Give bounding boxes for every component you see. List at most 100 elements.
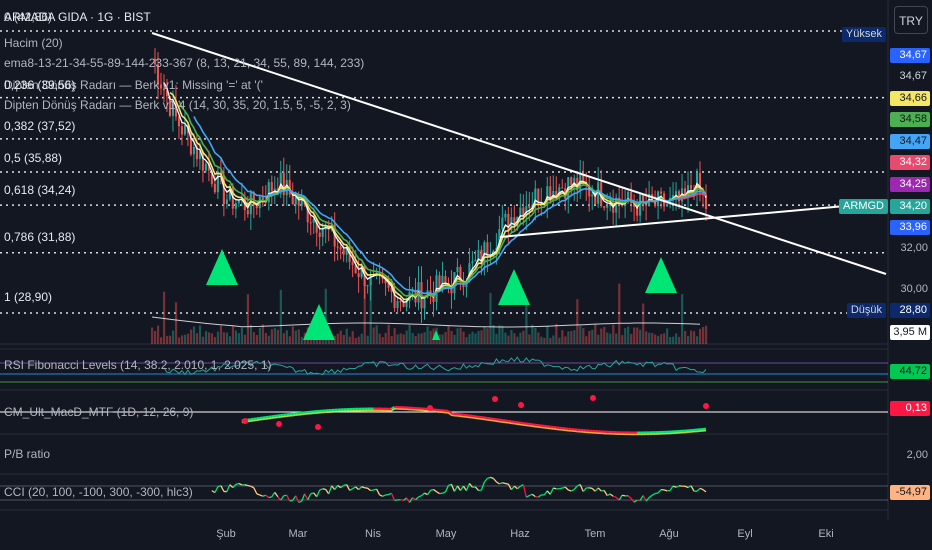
- cci-line: [627, 495, 632, 499]
- cci-line: [331, 485, 336, 490]
- candle-body: [228, 185, 231, 200]
- cci-line: [418, 495, 422, 498]
- candle-body: [273, 188, 276, 192]
- cci-line: [247, 484, 251, 487]
- volume-bar: [618, 283, 621, 344]
- volume-bar: [684, 330, 687, 344]
- volume-bar: [228, 336, 232, 344]
- candle-body: [222, 175, 225, 204]
- volume-bar: [645, 331, 648, 344]
- volume-bar: [660, 334, 663, 344]
- candle-body: [174, 100, 178, 117]
- candle-body: [591, 194, 594, 197]
- volume-bar: [399, 333, 402, 344]
- volume-bar: [300, 336, 303, 344]
- volume-bar: [357, 336, 360, 344]
- volume-tag: 3,95 M: [890, 325, 930, 340]
- volume-bar: [702, 326, 705, 344]
- volume-bar: [336, 333, 339, 344]
- pb-value: 2,00: [906, 449, 928, 461]
- volume-bar: [495, 333, 498, 344]
- volume-bar: [378, 333, 381, 344]
- x-tick: Haz: [510, 528, 530, 540]
- candle-body: [695, 172, 699, 192]
- volume-bar: [252, 332, 256, 344]
- cci-line: [496, 481, 500, 485]
- cci-line: [499, 482, 503, 485]
- cci-line: [672, 485, 677, 488]
- volume-bar: [501, 325, 504, 344]
- currency-button[interactable]: TRY: [894, 6, 928, 34]
- cci-line: [367, 487, 372, 492]
- candle-body: [429, 290, 432, 294]
- volume-bar: [687, 335, 690, 344]
- volume-bar: [540, 336, 543, 344]
- cci-line: [450, 484, 456, 492]
- volume-bar: [609, 333, 612, 344]
- price-tag: 34,66: [890, 91, 930, 106]
- cci-line: [421, 492, 425, 497]
- volume-bar: [648, 332, 651, 344]
- price-tag: 34,67: [890, 48, 930, 63]
- x-tick: Mar: [288, 528, 308, 540]
- volume-bar: [267, 335, 270, 344]
- volume-bar: [186, 333, 190, 344]
- volume-bar: [387, 324, 390, 344]
- cci-line: [601, 489, 605, 492]
- cci-line: [510, 485, 515, 491]
- cci-line: [535, 495, 539, 498]
- cci-line: [328, 485, 333, 495]
- volume-bar: [657, 335, 660, 344]
- macd-cross-dot: [315, 424, 321, 430]
- candle-body: [300, 198, 303, 206]
- candle-body: [216, 171, 219, 193]
- legend-volume: Hacim (20): [4, 36, 63, 50]
- candle-body: [399, 301, 402, 303]
- volume-bar: [201, 336, 205, 344]
- cci-line: [412, 497, 416, 501]
- candle-body: [288, 179, 291, 195]
- volume-bar: [441, 334, 444, 344]
- volume-bar: [255, 335, 259, 344]
- cci-line: [235, 482, 240, 486]
- cci-line: [492, 477, 497, 483]
- volume-bar: [246, 294, 250, 344]
- cci-line: [582, 487, 587, 492]
- candle-body: [387, 283, 390, 288]
- candle-body: [582, 174, 585, 182]
- cci-line: [549, 487, 554, 495]
- candle-body: [201, 151, 204, 171]
- volume-bar: [555, 324, 558, 344]
- volume-bar: [294, 330, 297, 344]
- volume-bar: [663, 333, 666, 344]
- volume-bar: [384, 332, 387, 344]
- volume-bar: [621, 335, 624, 344]
- candle-body: [354, 265, 357, 274]
- candle-body: [261, 196, 264, 200]
- candle-body: [597, 182, 600, 204]
- candle-body: [165, 90, 169, 97]
- cci-line: [645, 497, 650, 502]
- volume-bar: [624, 328, 627, 344]
- volume-bar: [276, 329, 279, 344]
- cci-line: [696, 487, 701, 492]
- cci-line: [405, 497, 411, 503]
- candle-body: [603, 206, 606, 208]
- macd-cross-dot: [242, 418, 248, 424]
- volume-bar: [279, 289, 282, 344]
- cci-line: [570, 488, 575, 492]
- cci-line: [594, 487, 599, 492]
- volume-bar: [630, 333, 633, 344]
- cci-line: [465, 483, 471, 491]
- cci-line: [531, 493, 536, 498]
- cci-line: [502, 482, 506, 485]
- volume-bar: [204, 331, 208, 344]
- volume-bar: [468, 334, 471, 344]
- cci-line: [684, 485, 689, 489]
- volume-bar: [381, 337, 384, 344]
- volume-bar: [474, 333, 477, 344]
- volume-bar: [162, 291, 166, 344]
- x-tick: Eyl: [737, 528, 753, 540]
- cci-line: [633, 499, 638, 503]
